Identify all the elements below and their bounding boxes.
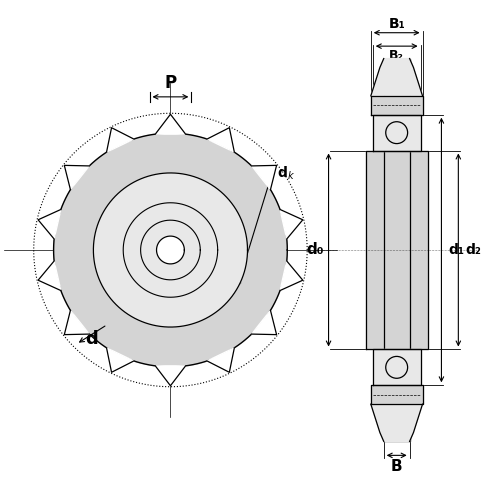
Text: d$_k$: d$_k$ bbox=[278, 164, 295, 182]
Polygon shape bbox=[384, 58, 409, 442]
Polygon shape bbox=[38, 261, 61, 290]
Polygon shape bbox=[366, 150, 428, 350]
Polygon shape bbox=[371, 385, 422, 404]
Polygon shape bbox=[371, 96, 422, 115]
Polygon shape bbox=[280, 261, 303, 290]
Polygon shape bbox=[156, 114, 186, 134]
Polygon shape bbox=[373, 115, 420, 150]
Polygon shape bbox=[106, 128, 134, 152]
Polygon shape bbox=[64, 310, 90, 334]
Polygon shape bbox=[54, 133, 288, 367]
Text: B₁: B₁ bbox=[388, 17, 405, 31]
Text: P: P bbox=[164, 74, 176, 92]
Polygon shape bbox=[252, 166, 276, 190]
Polygon shape bbox=[371, 404, 422, 442]
Polygon shape bbox=[252, 310, 276, 334]
Polygon shape bbox=[373, 350, 420, 385]
Polygon shape bbox=[64, 166, 90, 190]
Text: d₂: d₂ bbox=[466, 243, 481, 257]
Polygon shape bbox=[371, 58, 422, 96]
Text: d₁: d₁ bbox=[448, 243, 464, 257]
Polygon shape bbox=[156, 236, 184, 264]
Polygon shape bbox=[94, 173, 248, 327]
Polygon shape bbox=[207, 128, 234, 152]
Text: d₀: d₀ bbox=[306, 242, 324, 258]
Polygon shape bbox=[156, 366, 186, 386]
Text: B₂: B₂ bbox=[389, 48, 404, 62]
Polygon shape bbox=[38, 210, 61, 239]
Text: d: d bbox=[86, 330, 98, 348]
Polygon shape bbox=[207, 348, 234, 372]
Polygon shape bbox=[280, 210, 303, 239]
Polygon shape bbox=[106, 348, 134, 372]
Text: B: B bbox=[391, 459, 402, 474]
